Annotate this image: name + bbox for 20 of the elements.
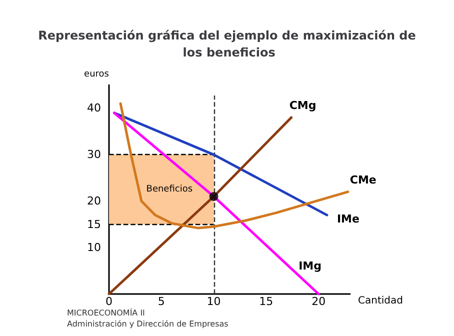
y-tick-label: 15	[87, 218, 101, 231]
series-label: CMg	[289, 99, 316, 112]
y-tick-label: 20	[87, 194, 101, 208]
y-tick-label: 40	[87, 102, 101, 115]
text: Administración y Dirección de Empresas	[67, 320, 228, 328]
x-tick-label: 5	[158, 295, 165, 308]
band-label: Beneficios	[146, 184, 193, 194]
x-tick-label: 20	[312, 295, 326, 308]
series-label: IMe	[336, 212, 360, 226]
series-label: CMe	[350, 173, 376, 186]
x-tick-label: 0	[106, 295, 112, 308]
x-tick-label: 10	[206, 295, 221, 308]
text: MICROECONOMÍA II	[67, 308, 145, 318]
y-axis-title: euros	[84, 70, 110, 80]
y-tick-label: 10	[87, 241, 101, 254]
x-axis-title: Cantidad	[358, 296, 403, 306]
chart-title: Representación gráfica del ejemplo de maximización de los beneficios	[38, 28, 416, 60]
x-tick-label: 15	[259, 295, 274, 308]
series-label: IMg	[298, 260, 322, 272]
y-tick-label: 30	[87, 148, 101, 162]
